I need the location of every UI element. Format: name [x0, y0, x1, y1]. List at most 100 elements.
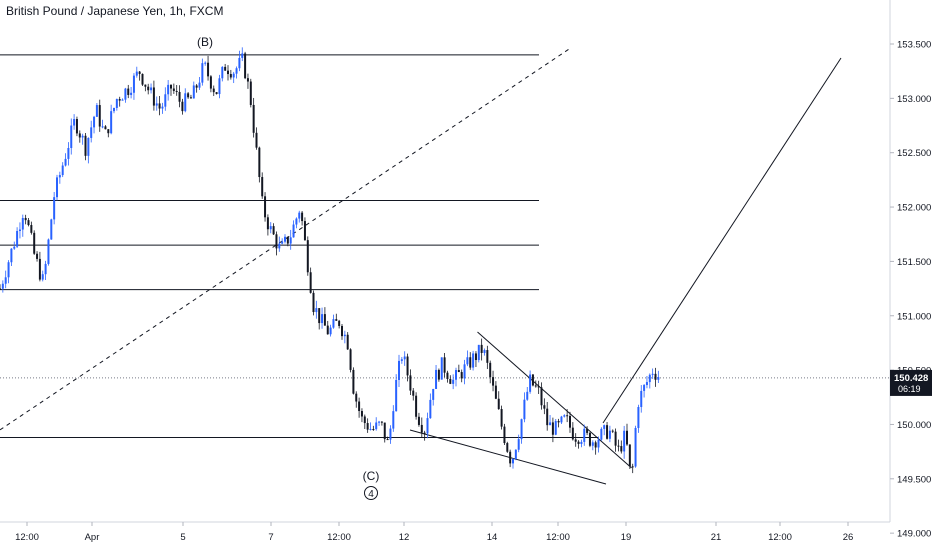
candle-body [600, 428, 603, 440]
candle-body [118, 99, 121, 101]
candle-body [61, 165, 64, 176]
candle-body [195, 85, 198, 88]
time-tick-label: 7 [268, 532, 273, 543]
candle-body [549, 422, 552, 426]
chart-title: British Pound / Japanese Yen, 1h, FXCM [6, 4, 224, 18]
candle-body [309, 272, 312, 293]
time-tick-label: 14 [487, 532, 498, 543]
candle-body [623, 430, 626, 452]
candle-body [455, 370, 457, 380]
candle-body [520, 419, 523, 440]
candle-body [73, 119, 76, 126]
candle-body [13, 246, 16, 249]
candle-body [369, 429, 372, 431]
candle-body [238, 57, 241, 69]
candle-body [329, 327, 332, 335]
candle-body [95, 105, 98, 117]
candle-body [512, 458, 514, 464]
candle-body [457, 370, 460, 373]
candles-group [0, 47, 660, 474]
candle-body [84, 135, 87, 156]
candle-body [383, 422, 386, 440]
candle-body [78, 133, 81, 138]
candle-body [531, 374, 534, 386]
candle-body [278, 243, 281, 249]
candle-body [181, 101, 184, 112]
candle-body [130, 92, 133, 95]
candle-body [375, 422, 378, 430]
price-tick-label: 151.000 [897, 311, 931, 322]
candle-body [303, 221, 306, 241]
candle-body [415, 395, 418, 417]
candle-body [258, 147, 261, 178]
candle-body [215, 92, 218, 95]
candle-body [651, 373, 654, 375]
price-tick-label: 153.500 [897, 40, 931, 51]
candle-body [155, 103, 158, 106]
time-tick-label: 12:00 [546, 532, 570, 543]
candle-body [252, 104, 255, 133]
candle-body [463, 364, 466, 379]
candle-body [87, 137, 90, 156]
candle-body [611, 430, 614, 432]
candle-body [551, 422, 554, 435]
candle-body [426, 418, 429, 434]
price-tick-label: 151.500 [897, 257, 931, 268]
candle-body [298, 212, 301, 219]
candle-body [132, 75, 135, 93]
candle-body [264, 196, 267, 218]
candle-body [355, 393, 358, 402]
candle-body [135, 71, 138, 76]
candle-body [127, 88, 130, 95]
candle-body [138, 71, 141, 74]
candle-body [398, 360, 400, 380]
dashed-trend-line [0, 49, 569, 431]
candle-body [420, 424, 423, 433]
candle-body [566, 415, 569, 417]
candle-body [469, 357, 472, 368]
price-tick-label: 149.500 [897, 474, 931, 485]
candle-body [591, 442, 594, 446]
candle-body [628, 444, 631, 467]
candle-body [440, 357, 443, 380]
candle-body [569, 416, 571, 428]
candle-body [380, 421, 383, 423]
candle-body [318, 308, 321, 324]
candle-body [115, 99, 118, 108]
candle-body [212, 88, 215, 93]
candle-body [38, 258, 41, 280]
time-tick-label: 21 [711, 532, 722, 543]
candle-body [172, 88, 175, 91]
candle-body [221, 66, 224, 79]
candle-body [563, 415, 566, 417]
candle-body [486, 350, 489, 363]
candle-body [93, 116, 96, 128]
candle-body [1, 283, 4, 289]
candle-body [261, 177, 264, 197]
candle-body [147, 86, 150, 91]
candle-body [198, 82, 201, 88]
candle-body [643, 385, 646, 391]
candle-body [4, 277, 7, 284]
candle-body [489, 362, 492, 378]
candle-body [631, 466, 634, 468]
candle-body [517, 439, 520, 450]
candle-body [352, 369, 355, 394]
candle-body [349, 349, 352, 370]
candle-body [101, 126, 104, 128]
candle-body [207, 62, 210, 77]
time-tick-label: 19 [621, 532, 632, 543]
candle-body [406, 356, 409, 376]
candle-body [70, 125, 73, 148]
wave-label-4: 4 [368, 489, 374, 500]
candle-body [346, 334, 349, 350]
candle-body [104, 126, 107, 130]
candle-body [540, 387, 543, 406]
candle-body [594, 442, 597, 448]
candle-body [437, 369, 440, 380]
candle-body [192, 85, 195, 99]
candle-body [249, 81, 252, 105]
candle-body [150, 87, 153, 91]
